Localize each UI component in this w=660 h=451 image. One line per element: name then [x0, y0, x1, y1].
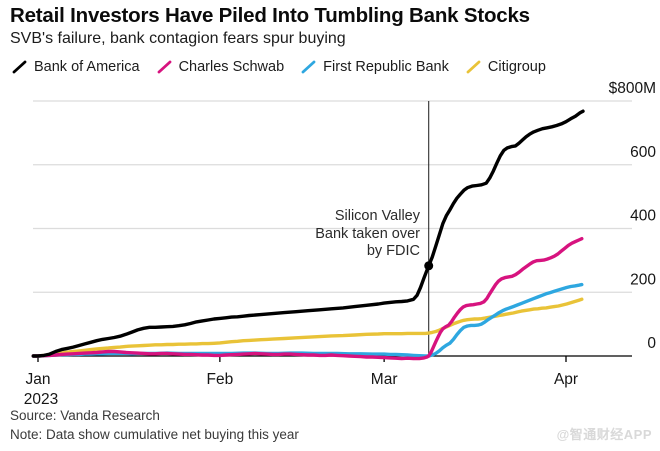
line-slash-icon — [12, 60, 27, 74]
line-slash-icon — [466, 60, 481, 74]
x-tick-label: Mar — [371, 371, 398, 388]
series-line-bank-of-america — [31, 109, 585, 358]
event-marker-dot — [424, 261, 434, 271]
note-text: Note: Data show cumulative net buying th… — [10, 426, 299, 442]
series-line-first-republic-bank — [31, 282, 584, 358]
legend-item-first-republic-bank: First Republic Bank — [301, 59, 449, 75]
x-tick-label: Apr — [554, 371, 578, 388]
source-text: Source: Vanda Research — [10, 408, 160, 423]
y-tick-label: 600 — [630, 144, 656, 161]
event-annotation-line: Bank taken over — [315, 225, 420, 242]
legend-label: Citigroup — [487, 59, 546, 75]
legend-item-charles-schwab: Charles Schwab — [157, 59, 285, 75]
y-tick-label: $800M — [609, 80, 656, 97]
legend-label: Charles Schwab — [178, 59, 285, 75]
series-line-charles-schwab — [31, 236, 584, 361]
line-slash-icon — [157, 60, 171, 74]
line-slash-icon — [301, 60, 316, 74]
legend-label: First Republic Bank — [323, 59, 449, 75]
watermark: @智通财经APP — [556, 427, 652, 442]
y-tick-label: 0 — [647, 335, 656, 352]
x-tick-label: Feb — [207, 371, 234, 388]
y-tick-label: 200 — [630, 271, 656, 288]
chart-title: Retail Investors Have Piled Into Tumblin… — [10, 4, 530, 27]
footer: Source: Vanda Research Note: Data show c… — [10, 407, 299, 444]
x-tick-label: Jan — [26, 371, 51, 388]
legend: Bank of America Charles Schwab First Rep… — [12, 59, 546, 75]
legend-item-bank-of-america: Bank of America — [12, 59, 140, 75]
legend-label: Bank of America — [34, 59, 140, 75]
series-line-citigroup — [31, 297, 584, 358]
event-annotation-line: by FDIC — [366, 243, 420, 259]
y-tick-label: 400 — [630, 208, 656, 225]
x-axis-year-label: 2023 — [24, 391, 58, 408]
legend-item-citigroup: Citigroup — [466, 59, 546, 75]
event-annotation-line: Silicon Valley — [334, 208, 420, 224]
event-annotation: Silicon Valley Bank taken over by FDIC — [315, 208, 420, 261]
chart-subtitle: SVB's failure, bank contagion fears spur… — [10, 30, 346, 47]
